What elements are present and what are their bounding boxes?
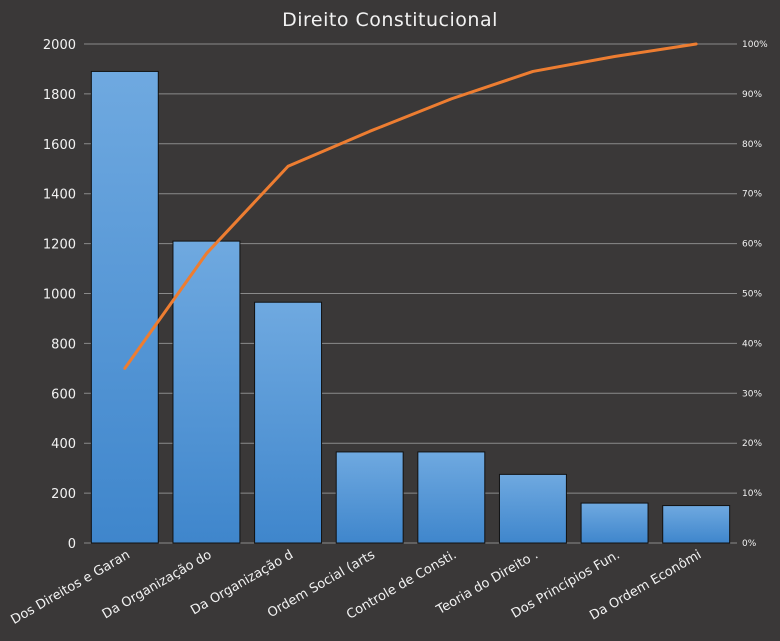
left-axis-tick-label: 1600 <box>43 138 76 153</box>
bar-series <box>90 70 731 544</box>
left-axis-tick-label: 1200 <box>43 238 76 253</box>
bar <box>254 301 323 544</box>
right-axis-tick-label: 0% <box>742 539 757 549</box>
right-axis-tick-label: 80% <box>742 140 762 150</box>
bar <box>580 502 649 544</box>
right-axis-tick-label: 100% <box>742 40 768 50</box>
right-axis-tick-label: 30% <box>742 389 762 399</box>
bar <box>662 505 731 544</box>
bar <box>498 473 567 544</box>
right-axis-tick-label: 10% <box>742 489 762 499</box>
right-axis-tick-label: 20% <box>742 439 762 449</box>
left-axis-tick-label: 400 <box>51 437 76 452</box>
left-axis-tick-label: 200 <box>51 487 76 502</box>
right-axis-tick-label: 60% <box>742 240 762 250</box>
left-axis-tick-label: 800 <box>51 337 76 352</box>
bar <box>417 451 486 544</box>
left-axis-tick-label: 2000 <box>43 38 76 53</box>
left-axis-tick-label: 1400 <box>43 188 76 203</box>
right-axis-tick-label: 70% <box>742 190 762 200</box>
left-axis-tick-label: 1800 <box>43 88 76 103</box>
left-axis-tick-label: 1000 <box>43 288 76 303</box>
left-axis-ticks: 0 200 400 600 800 1000 1200 1400 1600 1800 2000 <box>43 38 76 552</box>
left-axis-tick-label: 600 <box>51 387 76 402</box>
right-axis-tick-label: 40% <box>742 339 762 349</box>
chart-title: Direito Constitucional <box>282 9 498 31</box>
right-axis-tick-label: 50% <box>742 290 762 300</box>
right-axis-ticks: 0% 10% 20% 30% 40% 50% 60% 70% 80% 90% 100% <box>742 40 768 549</box>
left-axis-tick-label: 0 <box>68 537 76 552</box>
bar <box>172 240 241 544</box>
cumulative-line-series <box>123 42 698 370</box>
right-axis-tick-label: 90% <box>742 90 762 100</box>
cumulative-percentage-line <box>123 42 698 370</box>
bar <box>335 451 404 544</box>
bar <box>90 70 159 544</box>
